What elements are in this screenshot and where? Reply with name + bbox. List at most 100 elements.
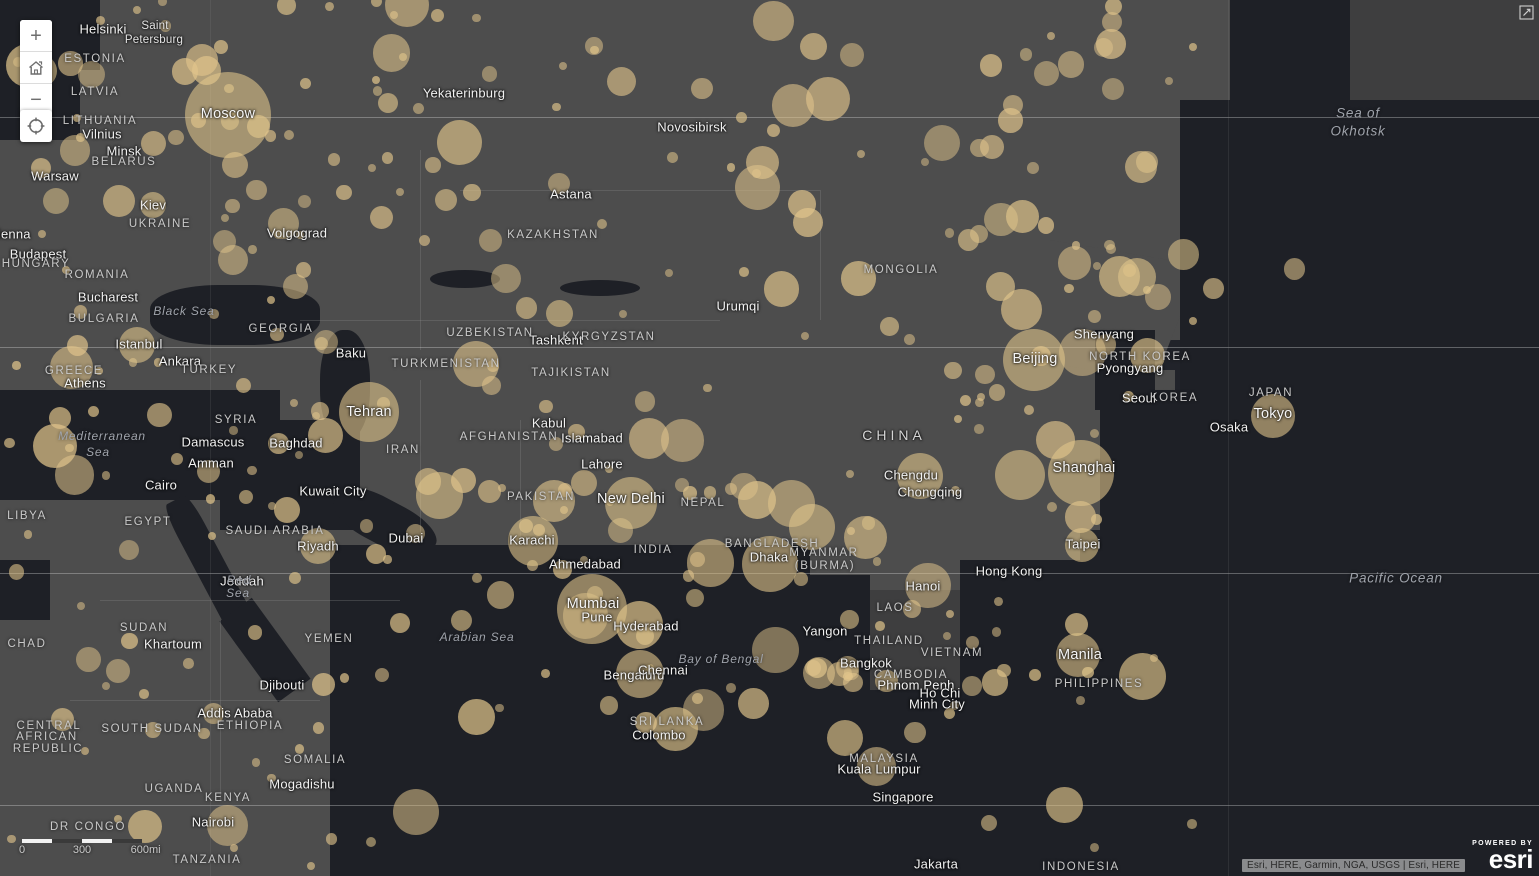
proportional-symbol[interactable] — [339, 673, 350, 683]
proportional-symbol[interactable] — [491, 263, 521, 294]
proportional-symbol[interactable] — [686, 539, 735, 587]
proportional-symbol[interactable] — [273, 230, 283, 240]
proportional-symbol[interactable] — [1093, 262, 1102, 271]
proportional-symbol[interactable] — [418, 234, 431, 247]
proportional-symbol[interactable] — [827, 661, 852, 686]
proportional-symbol[interactable] — [61, 266, 70, 275]
proportional-symbol[interactable] — [481, 65, 498, 82]
proportional-symbol[interactable] — [616, 650, 664, 698]
proportional-symbol[interactable] — [247, 466, 257, 476]
proportional-symbol[interactable] — [682, 569, 695, 582]
proportional-symbol[interactable] — [805, 76, 851, 122]
proportional-symbol[interactable] — [205, 494, 216, 504]
proportional-symbol[interactable] — [76, 132, 86, 142]
proportional-symbol[interactable] — [880, 317, 899, 336]
proportional-symbol[interactable] — [471, 573, 482, 583]
proportional-symbol[interactable] — [251, 758, 261, 767]
proportional-symbol[interactable] — [431, 8, 445, 23]
proportional-symbol[interactable] — [986, 272, 1016, 302]
proportional-symbol[interactable] — [993, 596, 1003, 606]
proportional-symbol[interactable] — [72, 113, 81, 122]
proportional-symbol[interactable] — [300, 78, 312, 90]
proportional-symbol[interactable] — [661, 419, 704, 462]
proportional-symbol[interactable] — [366, 837, 377, 848]
proportional-symbol[interactable] — [50, 707, 75, 732]
proportional-symbol[interactable] — [132, 5, 142, 15]
proportional-symbol[interactable] — [726, 163, 736, 172]
proportional-symbol[interactable] — [113, 814, 122, 823]
proportional-symbol[interactable] — [236, 377, 252, 393]
proportional-symbol[interactable] — [370, 0, 383, 8]
proportional-symbol[interactable] — [487, 581, 515, 609]
proportional-symbol[interactable] — [725, 482, 738, 495]
proportional-symbol[interactable] — [904, 334, 915, 345]
proportional-symbol[interactable] — [557, 574, 627, 644]
proportional-symbol[interactable] — [674, 477, 689, 492]
proportional-symbol[interactable] — [463, 183, 481, 202]
proportional-symbol[interactable] — [3, 437, 15, 449]
proportional-symbol[interactable] — [7, 834, 16, 844]
proportional-symbol[interactable] — [373, 86, 383, 96]
proportional-symbol[interactable] — [101, 471, 110, 480]
proportional-symbol[interactable] — [532, 480, 575, 522]
proportional-symbol[interactable] — [1087, 310, 1101, 323]
proportional-symbol[interactable] — [691, 77, 713, 100]
proportional-symbol[interactable] — [1104, 0, 1123, 15]
proportional-symbol[interactable] — [65, 443, 74, 452]
proportional-symbol[interactable] — [225, 198, 240, 214]
proportional-symbol[interactable] — [312, 411, 321, 420]
proportional-symbol[interactable] — [1075, 696, 1085, 706]
proportional-symbol[interactable] — [312, 673, 335, 696]
proportional-symbol[interactable] — [140, 192, 166, 218]
proportional-symbol[interactable] — [839, 42, 865, 68]
proportional-symbol[interactable] — [1203, 278, 1224, 299]
proportional-symbol[interactable] — [284, 130, 295, 141]
expand-button[interactable] — [1517, 3, 1535, 21]
proportional-symbol[interactable] — [23, 530, 32, 539]
proportional-symbol[interactable] — [590, 45, 599, 54]
proportional-symbol[interactable] — [1188, 42, 1197, 51]
proportional-symbol[interactable] — [653, 707, 698, 752]
proportional-symbol[interactable] — [1056, 633, 1100, 677]
proportional-symbol[interactable] — [208, 531, 217, 540]
proportional-symbol[interactable] — [119, 327, 155, 363]
proportional-symbol[interactable] — [1189, 316, 1197, 325]
proportional-symbol[interactable] — [395, 188, 404, 197]
proportional-symbol[interactable] — [434, 188, 458, 212]
proportional-symbol[interactable] — [903, 600, 921, 619]
proportional-symbol[interactable] — [1102, 12, 1123, 33]
proportional-symbol[interactable] — [248, 245, 258, 254]
proportional-symbol[interactable] — [486, 360, 499, 373]
proportional-symbol[interactable] — [377, 93, 398, 114]
proportional-symbol[interactable] — [619, 310, 628, 319]
proportional-symbol[interactable] — [1064, 283, 1074, 294]
proportional-symbol[interactable] — [383, 555, 392, 564]
proportional-symbol[interactable] — [145, 722, 162, 739]
proportional-symbol[interactable] — [962, 675, 983, 696]
proportional-symbol[interactable] — [508, 516, 558, 566]
proportional-symbol[interactable] — [1101, 78, 1125, 101]
proportional-symbol[interactable] — [478, 229, 502, 252]
proportional-symbol[interactable] — [295, 231, 305, 240]
proportional-symbol[interactable] — [944, 362, 962, 380]
proportional-symbol[interactable] — [549, 436, 564, 452]
proportional-symbol[interactable] — [171, 58, 199, 86]
proportional-symbol[interactable] — [974, 397, 984, 407]
proportional-symbol[interactable] — [458, 698, 496, 736]
proportional-symbol[interactable] — [1033, 60, 1060, 87]
proportional-symbol[interactable] — [414, 468, 442, 495]
proportional-symbol[interactable] — [283, 273, 309, 300]
proportional-symbol[interactable] — [1037, 217, 1054, 234]
proportional-symbol[interactable] — [295, 262, 311, 278]
proportional-symbol[interactable] — [306, 862, 315, 871]
proportional-symbol[interactable] — [946, 609, 955, 618]
proportional-symbol[interactable] — [635, 711, 657, 733]
proportional-symbol[interactable] — [153, 358, 163, 367]
proportional-symbol[interactable] — [95, 366, 104, 375]
proportional-symbol[interactable] — [991, 627, 1002, 637]
proportional-symbol[interactable] — [214, 39, 229, 54]
proportional-symbol[interactable] — [381, 151, 394, 164]
proportional-symbol[interactable] — [840, 610, 859, 629]
proportional-symbol[interactable] — [763, 271, 800, 307]
attribution-text[interactable]: Esri, HERE, Garmin, NGA, USGS | Esri, HE… — [1242, 859, 1465, 872]
